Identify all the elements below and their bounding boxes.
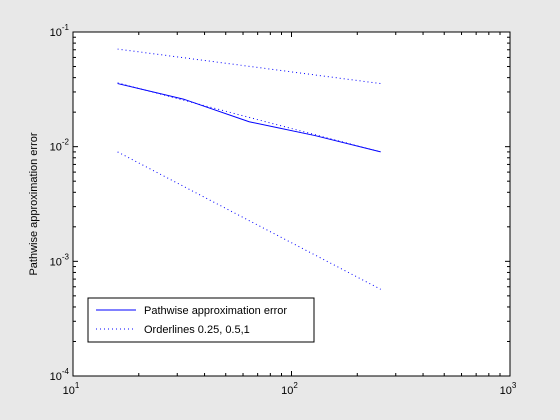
y-tick-label: 10-2	[50, 138, 70, 154]
order-line-1	[117, 48, 381, 85]
error-line	[117, 83, 381, 153]
legend-label: Pathwise approximation error	[144, 305, 287, 317]
y-tick-label: 10-4	[50, 367, 70, 383]
legend: Pathwise approximation error Orderlines 0…	[87, 297, 315, 343]
order-line-2	[117, 82, 381, 153]
data-series	[117, 48, 381, 290]
y-axis-label: Pathwise approximation error	[28, 132, 40, 275]
legend-box	[87, 297, 315, 343]
order-line-3	[117, 151, 381, 290]
y-tick-label: 10-1	[50, 23, 70, 39]
y-tick-label: 10-3	[50, 252, 70, 268]
legend-label: Orderlines 0.25, 0.5,1	[144, 324, 250, 336]
axes-frame	[72, 31, 511, 377]
